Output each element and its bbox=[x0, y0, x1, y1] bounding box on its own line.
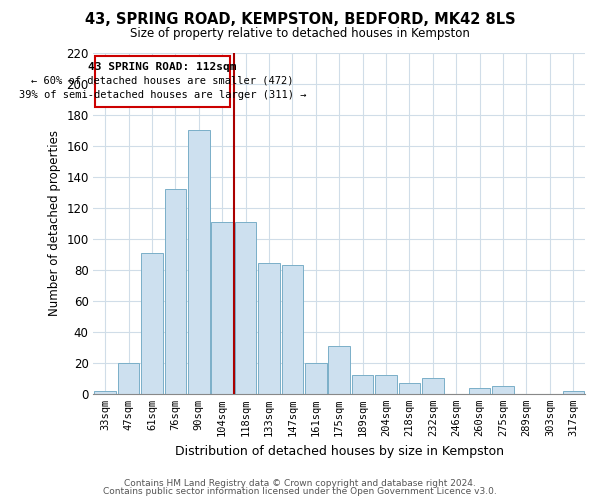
Bar bbox=[258, 264, 280, 394]
Text: 43, SPRING ROAD, KEMPSTON, BEDFORD, MK42 8LS: 43, SPRING ROAD, KEMPSTON, BEDFORD, MK42… bbox=[85, 12, 515, 28]
Text: Contains public sector information licensed under the Open Government Licence v3: Contains public sector information licen… bbox=[103, 487, 497, 496]
Bar bbox=[305, 363, 326, 394]
Bar bbox=[118, 363, 139, 394]
X-axis label: Distribution of detached houses by size in Kempston: Distribution of detached houses by size … bbox=[175, 444, 504, 458]
Y-axis label: Number of detached properties: Number of detached properties bbox=[47, 130, 61, 316]
Text: Contains HM Land Registry data © Crown copyright and database right 2024.: Contains HM Land Registry data © Crown c… bbox=[124, 478, 476, 488]
Bar bbox=[281, 265, 303, 394]
Bar bbox=[188, 130, 209, 394]
Text: Size of property relative to detached houses in Kempston: Size of property relative to detached ho… bbox=[130, 28, 470, 40]
Bar bbox=[235, 222, 256, 394]
Text: 39% of semi-detached houses are larger (311) →: 39% of semi-detached houses are larger (… bbox=[19, 90, 306, 100]
Bar bbox=[563, 390, 584, 394]
Bar bbox=[422, 378, 443, 394]
Bar bbox=[211, 222, 233, 394]
Text: ← 60% of detached houses are smaller (472): ← 60% of detached houses are smaller (47… bbox=[31, 76, 294, 86]
Bar bbox=[398, 383, 420, 394]
Bar bbox=[375, 375, 397, 394]
Bar bbox=[469, 388, 490, 394]
Bar bbox=[493, 386, 514, 394]
Bar bbox=[328, 346, 350, 394]
FancyBboxPatch shape bbox=[95, 56, 230, 107]
Bar bbox=[352, 375, 373, 394]
Bar bbox=[164, 189, 186, 394]
Bar bbox=[141, 252, 163, 394]
Text: 43 SPRING ROAD: 112sqm: 43 SPRING ROAD: 112sqm bbox=[88, 62, 237, 72]
Bar bbox=[94, 390, 116, 394]
